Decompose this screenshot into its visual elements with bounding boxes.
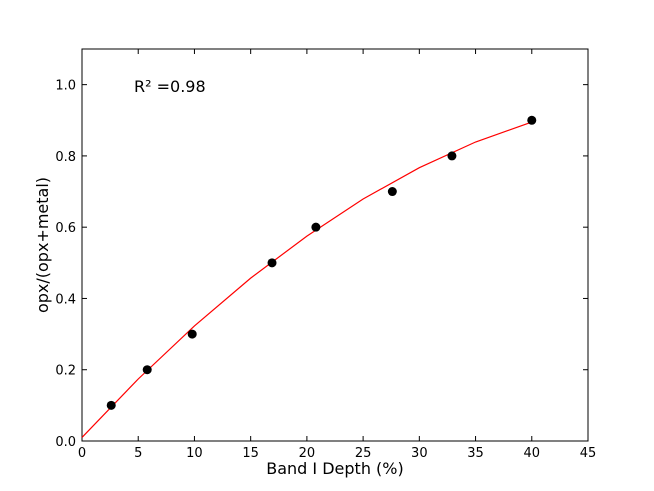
x-tick-label: 20 [299,446,316,461]
point [447,151,457,161]
x-tick-label: 5 [134,446,142,461]
y-tick-label: 0.6 [55,221,76,236]
point [267,258,277,268]
y-tick-label: 0.8 [55,150,76,165]
y-tick-label: 0.4 [55,292,76,307]
x-axis-label: Band I Depth (%) [266,459,403,478]
point [142,365,152,375]
x-tick-label: 0 [78,446,86,461]
y-tick-label: 0.2 [55,364,76,379]
point [387,187,397,197]
point [187,329,197,339]
point [527,115,537,125]
x-tick-label: 35 [467,446,484,461]
annotation: R² =0.98 [134,77,206,96]
x-tick-label: 40 [524,446,541,461]
x-tick-label: 45 [580,446,597,461]
plot-frame [81,48,589,442]
x-tick-label: 25 [355,446,372,461]
x-tick-label: 30 [411,446,428,461]
x-tick-label: 10 [186,446,203,461]
fit-line [81,121,532,438]
x-tick-label: 15 [242,446,259,461]
y-tick-label: 0.0 [55,435,76,450]
point [311,222,321,232]
y-axis-label: opx/(opx+metal) [33,177,52,313]
point [106,400,116,410]
y-tick-label: 1.0 [55,79,76,94]
